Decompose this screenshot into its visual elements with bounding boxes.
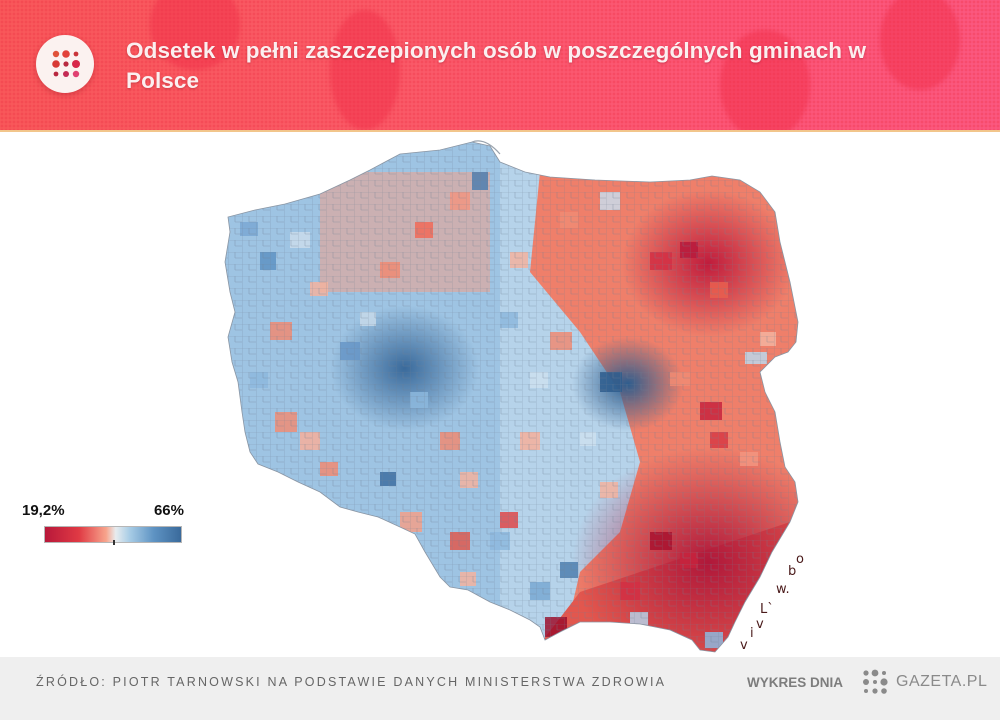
legend-min-label: 19,2% [22, 502, 65, 519]
header-divider [0, 130, 1000, 132]
background-figure [720, 30, 810, 132]
color-scale-legend: 19,2% 66% [22, 502, 192, 552]
annotation-scribble: L` [760, 602, 774, 617]
gazeta-brand[interactable]: GAZETA.PL [896, 673, 988, 690]
section-label: WYKRES DNIA [747, 675, 844, 690]
header-banner: Odsetek w pełni zaszczepionych osób w po… [0, 0, 1000, 132]
background-figure [330, 10, 400, 130]
background-figure [150, 0, 240, 70]
gmina-cells [225, 142, 798, 652]
chart-title: Odsetek w pełni zaszczepionych osób w po… [126, 38, 867, 93]
poland-border [224, 141, 799, 653]
wykres-dnia-logo [36, 35, 94, 93]
map-svg [224, 140, 799, 653]
annotation-scribble: o [796, 552, 804, 567]
dot-grid-icon [52, 50, 80, 78]
legend-max-label: 66% [153, 502, 184, 519]
poland-choropleth-map [200, 132, 820, 657]
annotation-scribble: w. [776, 582, 790, 597]
gazeta-dots-icon [863, 669, 888, 694]
footer: ŹRÓDŁO: PIOTR TARNOWSKI NA PODSTAWIE DAN… [0, 657, 1000, 720]
source-credit: ŹRÓDŁO: PIOTR TARNOWSKI NA PODSTAWIE DAN… [36, 675, 667, 689]
annotation-scribble: v [740, 638, 748, 653]
hel-peninsula [471, 140, 501, 155]
halftone-texture [0, 0, 1000, 132]
legend-midpoint-tick [113, 540, 115, 545]
annotation-scribble: v [756, 617, 764, 632]
annotation-scribble: b [788, 564, 797, 579]
annotation-scribble: i [750, 626, 754, 641]
background-figure [880, 0, 960, 90]
